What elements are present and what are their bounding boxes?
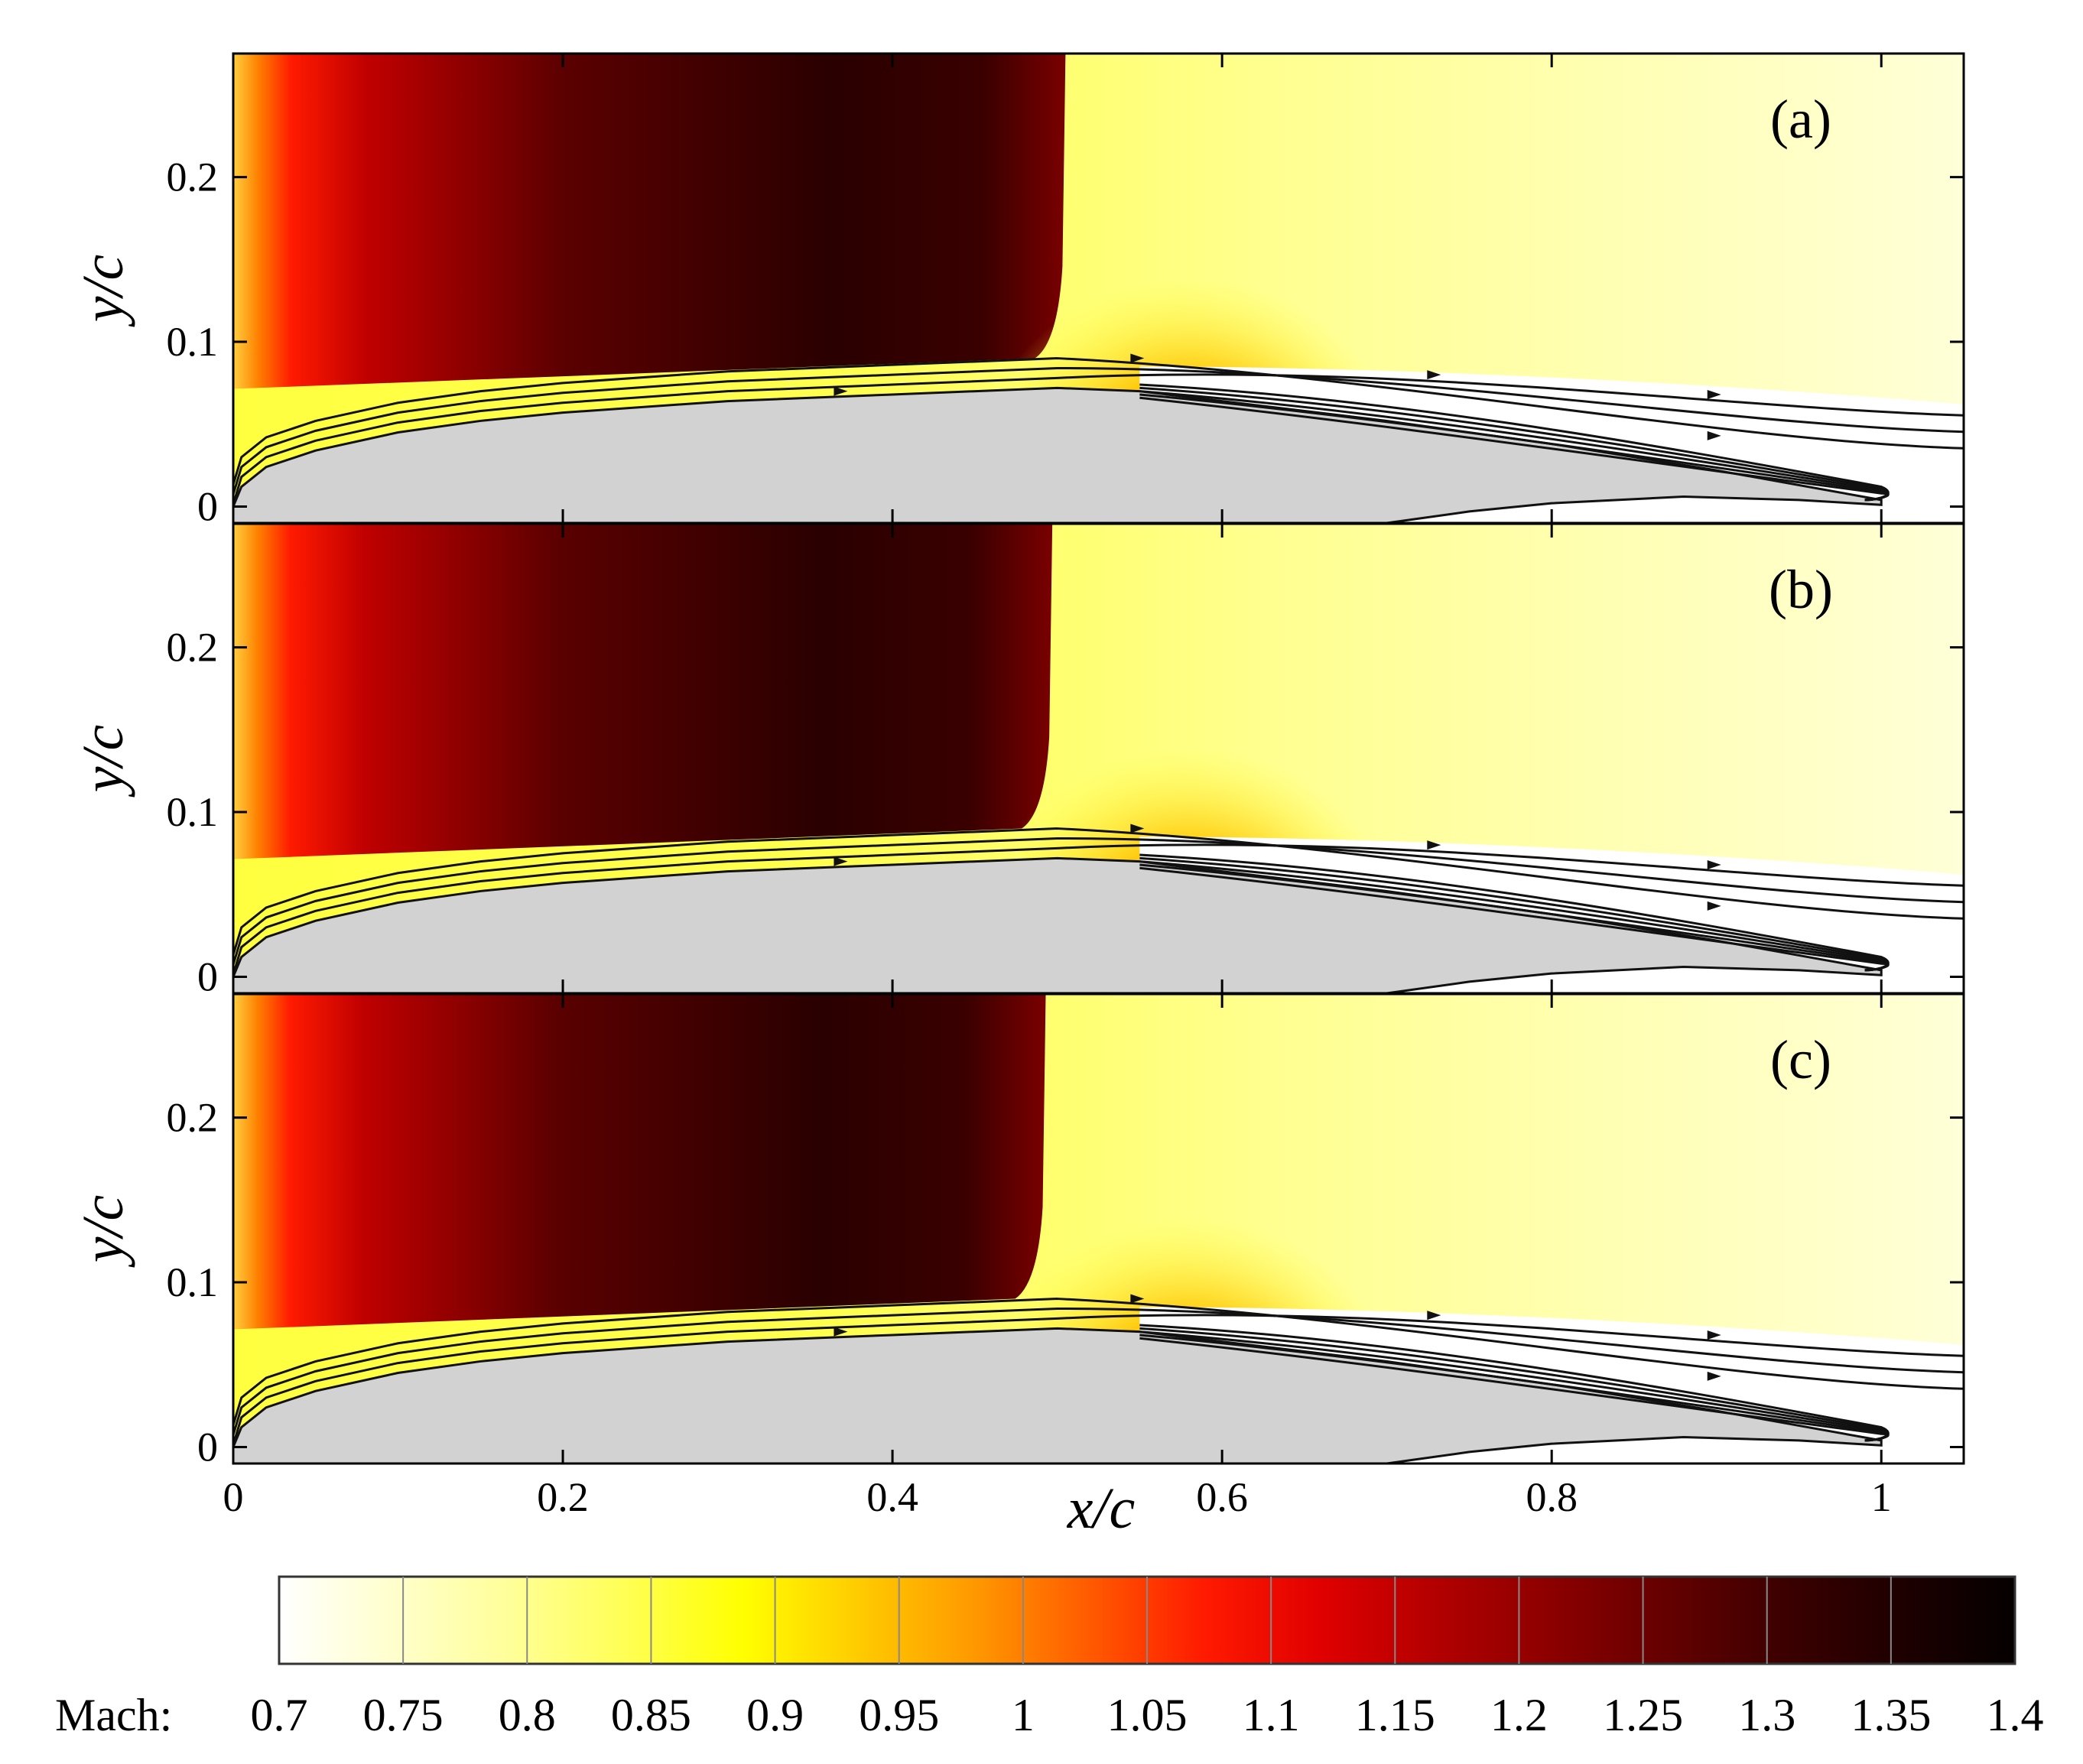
- y-tick-label: 0.2: [167, 1095, 219, 1141]
- colorbar-title: Mach:: [55, 1690, 172, 1740]
- y-tick-label: 0.1: [167, 1259, 219, 1305]
- x-tick-label: 0.2: [537, 1474, 589, 1520]
- streamline: [233, 366, 1964, 495]
- separation-streamline: [1139, 866, 1890, 972]
- x-tick-label: 0.4: [866, 1474, 918, 1520]
- mach-field: [233, 54, 1964, 523]
- x-axis: 0 0.2 0.4 0.6 0.8 1: [223, 1474, 1892, 1520]
- colorbar-tick-label: 1: [1012, 1690, 1035, 1740]
- streamline-arrow: [1707, 901, 1721, 911]
- streamline-arrow: [1707, 1371, 1721, 1381]
- colorbar-tick-labels: 0.7 0.75 0.8 0.85 0.9 0.95 1 1.05 1.1 1.15 1.2 1.25…: [251, 1690, 2044, 1740]
- streamline-arrow: [1707, 859, 1721, 869]
- y-tick-label: 0: [197, 483, 218, 529]
- x-tick-label: 0: [223, 1474, 244, 1520]
- colorbar-tick-label: 1.15: [1355, 1690, 1435, 1740]
- streamline: [233, 1298, 1964, 1426]
- streamline: [233, 843, 1964, 975]
- panel-label: (b): [1769, 559, 1833, 620]
- streamline-arrow: [1427, 370, 1441, 380]
- colorbar-tick-label: 1.4: [1987, 1690, 2044, 1740]
- separation-streamline: [1139, 1337, 1890, 1442]
- streamline-arrow: [1707, 430, 1721, 440]
- x-tick-label: 0.8: [1526, 1474, 1578, 1520]
- streamline-arrow: [1130, 1294, 1145, 1304]
- airfoil-surface: [233, 856, 1883, 993]
- x-tick-label: 1: [1871, 1474, 1892, 1520]
- streamline-arrow: [1130, 824, 1145, 833]
- mach-field: [233, 994, 1964, 1464]
- airfoil-surface: [233, 1327, 1883, 1464]
- separation-streamline: [1139, 396, 1890, 502]
- streamlines: [233, 1294, 1964, 1445]
- panel-frame: [232, 992, 1965, 1465]
- mach-field: [233, 524, 1964, 993]
- colorbar-tick-label: 0.8: [499, 1690, 556, 1740]
- y-tick-label: 0.1: [167, 319, 219, 365]
- streamline-arrow: [834, 1327, 848, 1337]
- colorbar-tick-label: 0.9: [746, 1690, 804, 1740]
- panel-b: 0 0.1 0.2 y/c (b): [71, 522, 1965, 999]
- y-axis-title: y/c: [71, 255, 135, 328]
- x-axis-title: x/c: [1067, 1476, 1136, 1541]
- y-tick-label: 0: [197, 953, 218, 999]
- panel-label: (a): [1770, 89, 1831, 150]
- colorbar-tick-label: 0.7: [251, 1690, 308, 1740]
- colorbar-tick-label: 1.35: [1851, 1690, 1931, 1740]
- colorbar-tick-label: 0.85: [611, 1690, 691, 1740]
- colorbar-tick-label: 1.05: [1107, 1690, 1188, 1740]
- x-tick-label: 0.6: [1196, 1474, 1248, 1520]
- supersonic-region: [233, 994, 1046, 1330]
- streamline: [233, 837, 1964, 966]
- colorbar-level-lines: [402, 1577, 1892, 1664]
- supersonic-region: [233, 524, 1053, 859]
- colorbar-tick-label: 1.25: [1603, 1690, 1683, 1740]
- y-tick-label: 0: [197, 1424, 218, 1470]
- streamline-arrow: [834, 386, 848, 396]
- streamline: [233, 373, 1964, 505]
- y-axis-title: y/c: [71, 725, 135, 798]
- streamlines: [233, 824, 1964, 975]
- streamline: [233, 357, 1964, 486]
- colorbar-tick-label: 0.95: [859, 1690, 939, 1740]
- streamline: [233, 1307, 1964, 1436]
- streamline: [233, 1314, 1964, 1445]
- supersonic-region: [233, 54, 1066, 389]
- y-tick-label: 0.1: [167, 789, 219, 835]
- streamline-arrow: [1427, 840, 1441, 850]
- streamline-arrow: [1130, 353, 1145, 363]
- streamline-arrow: [1707, 1330, 1721, 1340]
- streamlines: [233, 353, 1964, 505]
- panel-label: (c): [1770, 1029, 1831, 1090]
- colorbar-tick-label: 0.75: [363, 1690, 444, 1740]
- streamline-arrow: [1427, 1311, 1441, 1321]
- streamline-arrow: [1707, 389, 1721, 399]
- colorbar-tick-label: 1.3: [1738, 1690, 1795, 1740]
- colorbar-tick-label: 1.1: [1243, 1690, 1300, 1740]
- airfoil-surface: [233, 386, 1883, 523]
- panels-group: 0 0.1 0.2 y/c (a) 0 0.1 0.2 y/c (b) 0 0.1 0.2 y/c (c): [71, 52, 1965, 1470]
- y-tick-label: 0.2: [167, 625, 219, 671]
- colorbar-tick-label: 1.2: [1490, 1690, 1548, 1740]
- y-axis-title: y/c: [71, 1195, 135, 1269]
- streamline-arrow: [834, 856, 848, 866]
- panel-a: 0 0.1 0.2 y/c (a): [71, 52, 1965, 529]
- colorbar: Mach: 0.7 0.75 0.8 0.85 0.9 0.95 1 1.05 1.1 1.15 1…: [55, 1575, 2044, 1740]
- panel-c: 0 0.1 0.2 y/c (c): [71, 992, 1965, 1470]
- streamline: [233, 827, 1964, 956]
- y-tick-label: 0.2: [167, 154, 219, 200]
